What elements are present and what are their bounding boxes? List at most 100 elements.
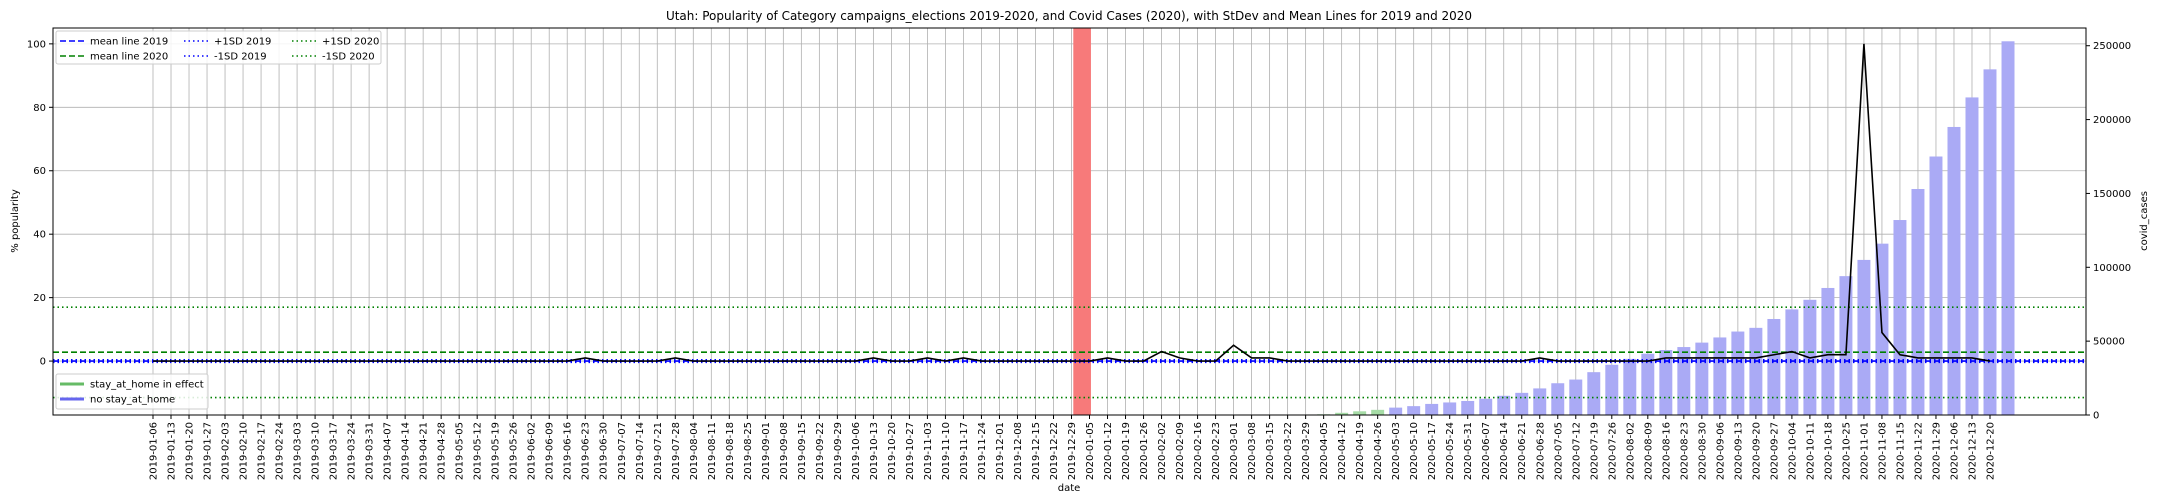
y-tick-label: 60	[33, 166, 46, 177]
x-tick-label: 2019-02-03	[221, 422, 232, 480]
x-tick-label: 2019-07-21	[653, 422, 664, 480]
y2-axis-label: covid_cases	[2139, 191, 2150, 251]
x-tick-label: 2020-08-09	[1643, 422, 1654, 480]
x-tick-label: 2019-06-16	[563, 422, 574, 480]
x-tick-label: 2020-11-15	[1895, 422, 1906, 480]
x-tick-label: 2019-09-15	[797, 422, 808, 480]
x-tick-label: 2020-03-29	[1301, 422, 1312, 480]
y-tick-label: 0	[40, 357, 46, 368]
covid-bar	[1731, 331, 1745, 415]
x-tick-label: 2019-09-01	[761, 422, 772, 480]
x-tick-label: 2020-02-23	[1211, 422, 1222, 480]
x-tick-label: 2020-06-07	[1481, 422, 1492, 480]
x-tick-label: 2020-06-21	[1517, 422, 1528, 480]
x-tick-label: 2019-03-17	[329, 422, 340, 480]
x-tick-label: 2019-11-24	[977, 422, 988, 480]
x-tick-label: 2020-12-20	[1986, 422, 1997, 480]
x-tick-label: 2020-10-11	[1805, 422, 1816, 480]
x-tick-label: 2020-02-16	[1193, 422, 1204, 480]
x-tick-label: 2020-11-08	[1877, 422, 1888, 480]
x-tick-label: 2019-05-19	[491, 422, 502, 480]
x-tick-label: 2020-09-20	[1751, 422, 1762, 480]
legend-lines: mean line 2019 mean line 2020 +1SD 2019 -1S…	[55, 30, 382, 65]
x-tick-label: 2020-05-31	[1463, 422, 1474, 480]
covid-bar	[1749, 327, 1763, 415]
x-tick-label: 2020-12-06	[1949, 422, 1960, 480]
x-tick-label: 2019-10-27	[905, 422, 916, 480]
covid-bar	[1641, 353, 1655, 415]
x-tick-label: 2019-12-01	[995, 422, 1006, 480]
x-tick-label: 2019-03-31	[365, 422, 376, 480]
x-tick-label: 2019-01-20	[185, 422, 196, 480]
x-tick-label: 2020-07-12	[1571, 422, 1582, 480]
x-tick-label: 2019-07-28	[671, 422, 682, 480]
x-tick-label: 2019-02-17	[257, 422, 268, 480]
y-tick-label: 20	[33, 293, 46, 304]
x-tick-label: 2020-08-30	[1697, 422, 1708, 480]
covid-bar	[1533, 388, 1547, 415]
x-tick-label: 2019-06-23	[581, 422, 592, 480]
x-tick-label: 2019-01-06	[149, 422, 160, 480]
x-tick-label: 2020-01-05	[1085, 422, 1096, 480]
covid-bar	[1929, 156, 1943, 415]
covid-bar	[1605, 364, 1619, 415]
x-tick-label: 2020-02-02	[1157, 422, 1168, 480]
popularity-line	[153, 43, 1991, 362]
x-tick-label: 2019-01-27	[203, 422, 214, 480]
legend-label: stay_at_home in effect	[90, 380, 204, 391]
x-tick-label: 2020-05-24	[1445, 422, 1456, 480]
x-tick-label: 2020-11-22	[1913, 422, 1924, 480]
covid-bar	[1947, 126, 1961, 416]
x-tick-label: 2020-07-19	[1589, 422, 1600, 480]
popularity-series	[153, 43, 1991, 362]
covid-bar	[1353, 411, 1367, 415]
y-axis-label: % popularity	[10, 189, 21, 253]
x-tick-label: 2020-01-12	[1103, 422, 1114, 480]
legend-label: mean line 2019	[90, 37, 168, 48]
x-tick-label: 2020-06-28	[1535, 422, 1546, 480]
x-tick-label: 2019-07-14	[635, 422, 646, 480]
legend-box	[55, 30, 382, 65]
x-axis-label: date	[1058, 483, 1081, 494]
covid-bar	[1461, 400, 1475, 415]
x-tick-label: 2019-07-07	[617, 422, 628, 480]
x-tick-label: 2019-05-12	[473, 422, 484, 480]
x-tick-label: 2020-09-27	[1769, 422, 1780, 480]
covid-bar	[1911, 189, 1925, 415]
covid-bar	[1713, 337, 1727, 415]
x-tick-label: 2019-04-28	[437, 422, 448, 480]
covid-bar	[1497, 395, 1511, 415]
x-tick-label: 2020-04-26	[1373, 422, 1384, 480]
covid-bars	[1317, 41, 2015, 416]
x-tick-label: 2020-05-03	[1391, 422, 1402, 480]
y2-tick-label: 200000	[2093, 115, 2131, 126]
covid-bar	[1407, 406, 1421, 415]
x-tick-label: 2020-07-26	[1607, 422, 1618, 480]
x-tick-label: 2019-12-08	[1013, 422, 1024, 480]
covid-bar	[1479, 398, 1493, 415]
legend-label: -1SD 2020	[322, 52, 375, 63]
y-tick-label: 80	[33, 103, 46, 114]
x-tick-label: 2020-03-15	[1265, 422, 1276, 480]
legend-stay-at-home: stay_at_home in effect no stay_at_home	[55, 373, 209, 410]
x-tick-label: 2019-12-29	[1067, 422, 1078, 480]
y2-tick-label: 150000	[2093, 189, 2131, 200]
x-tick-label: 2019-04-14	[401, 422, 412, 480]
plot-frame	[52, 27, 2087, 416]
covid-bar	[1587, 372, 1601, 415]
x-tick-label: 2019-04-07	[383, 422, 394, 480]
x-tick-label: 2020-09-13	[1733, 422, 1744, 480]
x-tick-label: 2019-05-05	[455, 422, 466, 480]
x-tick-label: 2019-10-20	[887, 422, 898, 480]
y-tick-label: 100	[27, 39, 46, 50]
covid-bar	[2001, 41, 2015, 416]
x-tick-label: 2019-03-24	[347, 422, 358, 480]
x-tick-label: 2020-10-04	[1787, 422, 1798, 480]
x-tick-label: 2019-08-25	[743, 422, 754, 480]
x-tick-label: 2019-09-29	[833, 422, 844, 480]
legend-label: mean line 2020	[90, 52, 168, 63]
y2-tick-label: 250000	[2093, 41, 2131, 52]
x-tick-label: 2020-02-09	[1175, 422, 1186, 480]
x-tick-label: 2020-08-16	[1661, 422, 1672, 480]
y-tick-label: 40	[33, 230, 46, 241]
